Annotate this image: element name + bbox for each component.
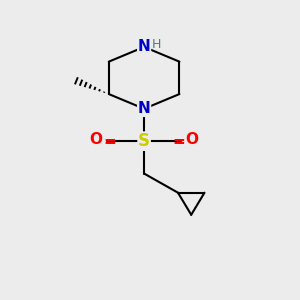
Text: N: N <box>138 39 151 54</box>
Text: =: = <box>103 134 116 149</box>
Text: O: O <box>186 132 199 147</box>
Text: =: = <box>172 134 185 149</box>
Text: N: N <box>138 101 151 116</box>
Text: S: S <box>138 132 150 150</box>
Text: O: O <box>90 132 103 147</box>
Text: H: H <box>152 38 161 51</box>
